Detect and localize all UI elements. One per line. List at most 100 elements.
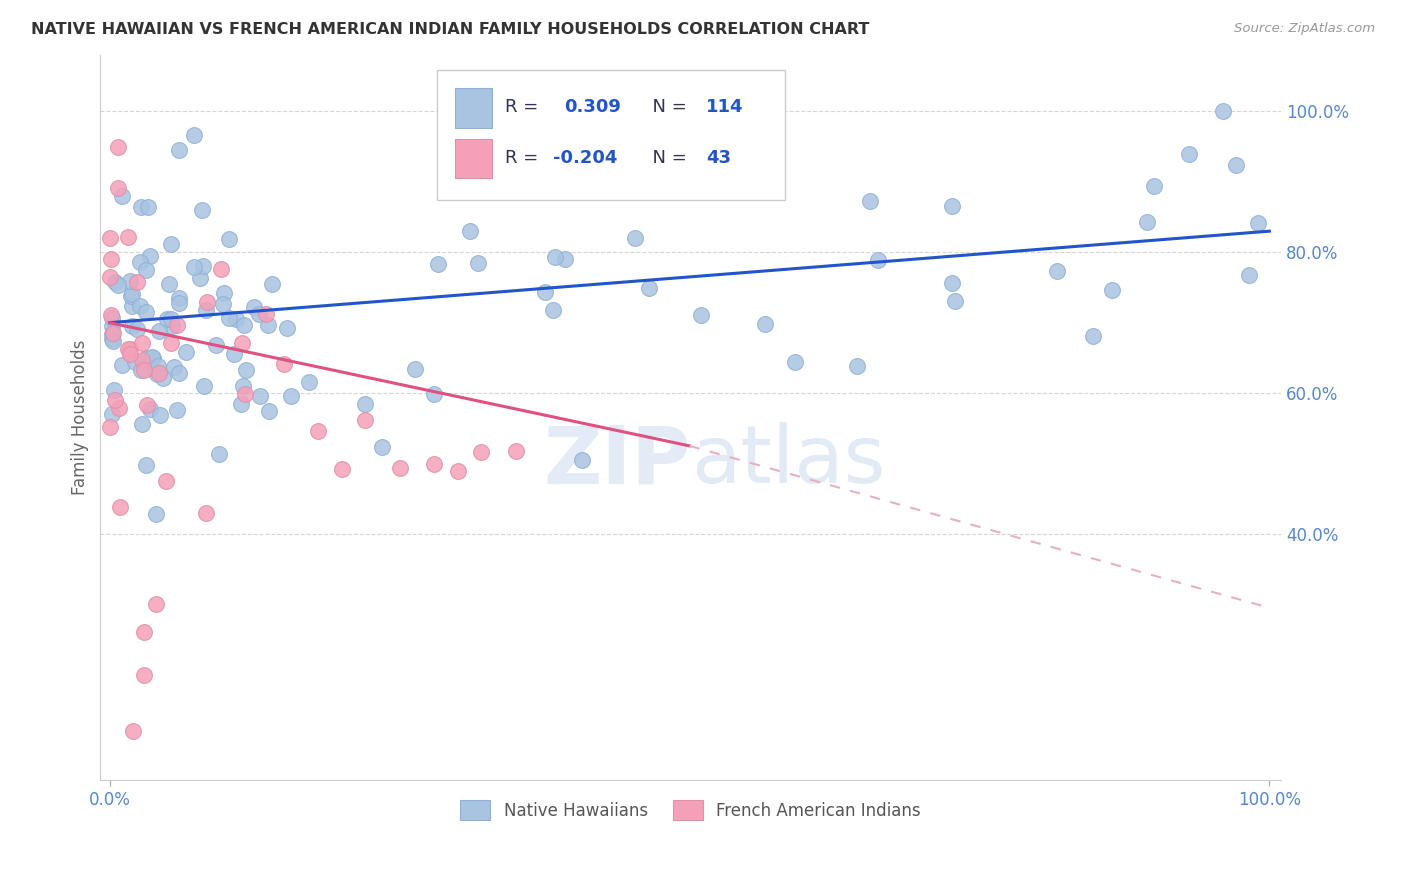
Point	[470, 444, 492, 458]
Point	[159, 236, 181, 251]
Point	[195, 506, 218, 520]
FancyBboxPatch shape	[437, 70, 785, 200]
Point	[136, 351, 159, 366]
Point	[262, 277, 284, 292]
Point	[231, 335, 253, 350]
Point	[129, 363, 152, 377]
Point	[235, 362, 257, 376]
Point	[121, 299, 143, 313]
Point	[101, 326, 124, 340]
Point	[638, 281, 661, 295]
Point	[107, 139, 129, 153]
Point	[690, 308, 713, 322]
Point	[117, 342, 139, 356]
Point	[754, 317, 776, 331]
Point	[149, 408, 172, 422]
Point	[101, 332, 124, 346]
Point	[460, 224, 482, 238]
Point	[100, 252, 122, 266]
Point	[191, 203, 214, 218]
Point	[534, 285, 557, 299]
Point	[121, 319, 143, 334]
Point	[243, 300, 266, 314]
Point	[138, 249, 160, 263]
Point	[129, 299, 152, 313]
Point	[120, 289, 142, 303]
Point	[1046, 264, 1069, 278]
Point	[156, 312, 179, 326]
Point	[426, 257, 449, 271]
Point	[188, 270, 211, 285]
Point	[134, 363, 156, 377]
Point	[257, 404, 280, 418]
Point	[943, 293, 966, 308]
Point	[160, 336, 183, 351]
Point	[152, 371, 174, 385]
Point	[205, 338, 228, 352]
Point	[127, 321, 149, 335]
Point	[1143, 179, 1166, 194]
Text: 0.309: 0.309	[564, 98, 621, 116]
Point	[103, 383, 125, 397]
FancyBboxPatch shape	[454, 87, 492, 128]
Point	[104, 275, 127, 289]
Text: R =: R =	[505, 98, 550, 116]
Point	[134, 625, 156, 640]
Point	[1083, 328, 1105, 343]
Point	[135, 263, 157, 277]
Point	[107, 277, 129, 292]
Point	[208, 447, 231, 461]
Point	[145, 597, 167, 611]
Point	[139, 402, 162, 417]
Point	[148, 366, 170, 380]
Point	[218, 232, 240, 246]
Point	[353, 397, 375, 411]
Point	[101, 407, 124, 421]
Point	[195, 294, 218, 309]
Point	[941, 199, 963, 213]
Point	[131, 417, 153, 432]
Point	[127, 275, 149, 289]
Point	[166, 403, 188, 417]
Text: Source: ZipAtlas.com: Source: ZipAtlas.com	[1234, 22, 1375, 36]
Point	[129, 200, 152, 214]
Point	[146, 359, 169, 373]
Point	[675, 172, 697, 186]
Point	[423, 457, 446, 471]
Point	[1101, 283, 1123, 297]
Point	[160, 311, 183, 326]
Point	[446, 464, 468, 478]
Point	[128, 254, 150, 268]
Point	[100, 309, 122, 323]
Point	[139, 360, 162, 375]
Text: -0.204: -0.204	[553, 149, 617, 167]
Point	[273, 357, 295, 371]
Point	[121, 724, 143, 739]
Point	[131, 353, 153, 368]
Point	[233, 387, 256, 401]
Point	[148, 325, 170, 339]
Point	[571, 453, 593, 467]
Point	[232, 318, 254, 332]
Text: NATIVE HAWAIIAN VS FRENCH AMERICAN INDIAN FAMILY HOUSEHOLDS CORRELATION CHART: NATIVE HAWAIIAN VS FRENCH AMERICAN INDIA…	[31, 22, 869, 37]
Point	[124, 354, 146, 368]
Point	[371, 440, 394, 454]
Point	[388, 460, 411, 475]
FancyBboxPatch shape	[454, 138, 492, 178]
Point	[554, 252, 576, 267]
Text: ZIP: ZIP	[543, 422, 690, 500]
Point	[183, 128, 205, 142]
Point	[131, 336, 153, 351]
Point	[225, 312, 247, 326]
Point	[544, 250, 567, 264]
Point	[163, 360, 186, 375]
Point	[108, 401, 131, 416]
Point	[247, 307, 270, 321]
Point	[160, 319, 183, 334]
Point	[307, 424, 329, 438]
Point	[98, 231, 121, 245]
Point	[280, 389, 302, 403]
Point	[120, 347, 142, 361]
Point	[110, 358, 132, 372]
Point	[709, 183, 731, 197]
